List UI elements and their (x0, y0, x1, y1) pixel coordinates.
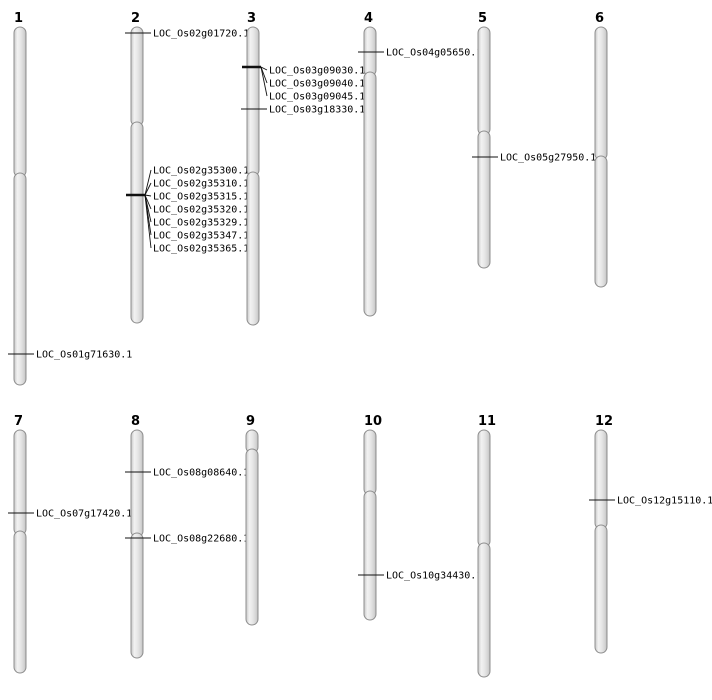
chromosome-number-11: 11 (478, 414, 496, 429)
chromosome-8-arm-top (130, 429, 144, 538)
gene-label: LOC_Os02g35320.1 (153, 205, 249, 216)
gene-leader-line (260, 66, 268, 71)
gene-label: LOC_Os02g35329.1 (153, 218, 249, 229)
chromosome-4: 4 LOC_Os04g05650.1 (358, 11, 482, 317)
chromosome-number-2: 2 (131, 11, 140, 26)
gene-leader-line (144, 194, 152, 210)
chromosome-5: 5 LOC_Os05g27950.1 (472, 11, 596, 269)
chromosome-9-arm-bottom (245, 448, 259, 626)
gene-label: LOC_Os04g05650.1 (386, 48, 482, 59)
gene-label: LOC_Os02g35365.1 (153, 244, 249, 255)
gene-leader-line (144, 194, 152, 249)
gene-leader-line (144, 169, 152, 196)
chromosome-1: 1 LOC_Os01g71630.1 (8, 11, 132, 386)
gene-label: LOC_Os12g15110.1 (617, 496, 712, 507)
chromosome-number-7: 7 (14, 414, 23, 429)
gene-label: LOC_Os02g35315.1 (153, 192, 249, 203)
chromosome-7-arm-bottom (13, 530, 27, 674)
chromosome-8-arm-bottom (130, 532, 144, 659)
gene-label: LOC_Os08g08640.1 (153, 468, 249, 479)
chromosome-number-5: 5 (478, 11, 487, 26)
gene-label: LOC_Os10g34430.1 (386, 571, 482, 582)
chromosome-3: 3 LOC_Os03g09030.1 LOC_Os03g09040.1 LOC_Os0… (241, 11, 365, 326)
gene-label: LOC_Os03g09040.1 (269, 79, 365, 90)
gene-label: LOC_Os03g09030.1 (269, 66, 365, 77)
gene-label: LOC_Os03g09045.1 (269, 92, 365, 103)
chromosome-9: 9 (245, 414, 259, 626)
chromosome-number-8: 8 (131, 414, 140, 429)
chromosome-5-arm-top (477, 26, 491, 136)
gene-leader-line (260, 66, 268, 97)
chromosome-number-1: 1 (14, 11, 23, 26)
chromosome-3-arm-top (246, 26, 260, 177)
chromosome-10-arm-top (363, 429, 377, 496)
chromosome-5-arm-bottom (477, 130, 491, 269)
chromosome-11-arm-bottom (477, 542, 491, 678)
chromosome-10: 10 LOC_Os10g34430.1 (358, 414, 482, 621)
chromosome-number-9: 9 (246, 414, 255, 429)
chromosome-12-arm-bottom (594, 524, 608, 654)
gene-label: LOC_Os03g18330.1 (269, 105, 365, 116)
gene-label: LOC_Os08g22680.1 (153, 534, 249, 545)
gene-label: LOC_Os02g35347.1 (153, 231, 249, 242)
chromosome-4-arm-bottom (363, 71, 377, 317)
chromosome-2-arm-bottom (130, 121, 144, 324)
chromosome-number-6: 6 (595, 11, 604, 26)
chromosome-11: 11 (477, 414, 496, 678)
chromosome-3-arm-bottom (246, 171, 260, 326)
chromosome-10-arm-bottom (363, 490, 377, 621)
chromosome-number-3: 3 (247, 11, 256, 26)
chromosome-number-12: 12 (595, 414, 613, 429)
chromosome-11-arm-top (477, 429, 491, 548)
chromosome-2-arm-top (130, 26, 144, 127)
chromosome-1-arm-top (13, 26, 27, 178)
chromosome-12-arm-top (594, 429, 608, 530)
gene-label: LOC_Os02g35310.1 (153, 179, 249, 190)
chromosome-12: 12 LOC_Os12g15110.1 (589, 414, 712, 654)
chromosome-6-arm-top (594, 26, 608, 161)
chromosome-1-arm-bottom (13, 172, 27, 386)
gene-label: LOC_Os05g27950.1 (500, 153, 596, 164)
gene-label: LOC_Os01g71630.1 (36, 350, 132, 361)
chromosome-number-10: 10 (364, 414, 382, 429)
gene-label: LOC_Os07g17420.1 (36, 509, 132, 520)
gene-label: LOC_Os02g35300.1 (153, 166, 249, 177)
chromosome-8: 8 LOC_Os08g08640.1 LOC_Os08g22680.1 (125, 414, 249, 659)
chromosome-6-arm-bottom (594, 155, 608, 288)
chromosome-6: 6 (594, 11, 608, 288)
chromosome-number-4: 4 (364, 11, 373, 26)
chromosome-7-arm-top (13, 429, 27, 536)
gene-leader-line (144, 194, 152, 197)
chromosome-2: 2 LOC_Os02g01720.1 LOC_Os02g35300.1 LOC_Os0… (125, 11, 249, 324)
gene-label: LOC_Os02g01720.1 (153, 29, 249, 40)
gene-leader-line (144, 182, 152, 196)
chromosome-7: 7 LOC_Os07g17420.1 (8, 414, 132, 674)
